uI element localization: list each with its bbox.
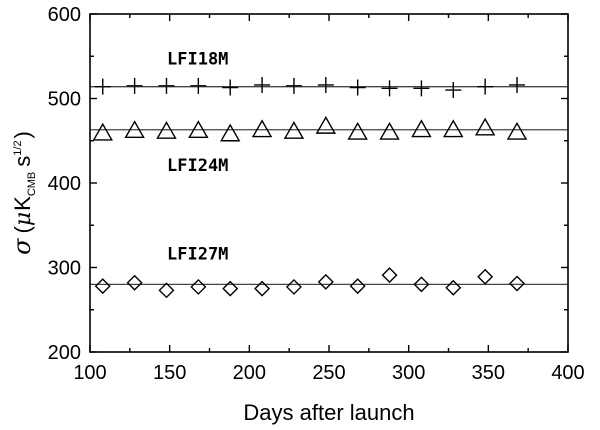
axis-ticks (89, 13, 569, 353)
x-tick-label: 150 (153, 362, 186, 384)
y-axis-title-text: σ (μKCMB s1/2) (8, 131, 38, 255)
point-diamond (254, 280, 271, 297)
point-diamond (445, 279, 462, 296)
plot-frame (89, 13, 569, 353)
y-title-k: K (10, 196, 35, 211)
x-tick-label: 200 (233, 362, 266, 384)
point-diamond (317, 273, 334, 290)
y-axis-title: σ (μKCMB s1/2) (8, 131, 38, 255)
point-plus (190, 77, 207, 94)
point-plus (413, 80, 430, 97)
point-triangle (347, 121, 368, 140)
y-title-sup: 1/2 (12, 140, 24, 155)
point-diamond (413, 276, 430, 293)
fit-lines (90, 86, 568, 286)
point-plus (254, 76, 271, 93)
y-tick-label: 200 (48, 342, 81, 364)
y-title-close: ) (10, 131, 35, 138)
point-diamond (190, 278, 207, 295)
point-plus (285, 77, 302, 94)
point-triangle (220, 123, 241, 142)
point-plus (381, 80, 398, 97)
point-triangle (283, 121, 305, 139)
point-triangle (379, 121, 400, 140)
point-diamond (222, 280, 239, 297)
point-diamond (349, 278, 366, 295)
point-triangle (188, 120, 209, 139)
data-markers (92, 76, 528, 299)
y-title-sigma: σ (8, 238, 36, 255)
series-label-lfi27m: LFI27M (167, 244, 228, 264)
x-tick-label: 250 (312, 362, 345, 384)
x-tick-label: 350 (472, 362, 505, 384)
point-triangle (506, 121, 528, 140)
tick-labels: 100 150 200 250 300 350 400 200 300 400 500 600 (48, 4, 585, 384)
point-triangle (124, 120, 145, 139)
point-plus (317, 76, 334, 93)
point-diamond (94, 278, 111, 295)
point-diamond (285, 278, 302, 295)
y-title-mu: μ (11, 212, 36, 226)
y-tick-label: 400 (48, 173, 81, 195)
y-tick-label: 600 (48, 4, 81, 26)
point-plus (158, 77, 175, 94)
point-triangle (474, 117, 496, 136)
y-title-s: s (10, 156, 35, 167)
x-tick-label: 100 (73, 362, 106, 384)
series-labels: LFI18M LFI24M LFI27M (167, 50, 228, 265)
y-title-sub: CMB (26, 172, 38, 196)
y-tick-label: 500 (48, 89, 81, 111)
point-triangle (411, 119, 432, 138)
point-diamond (381, 267, 398, 284)
point-plus (509, 76, 526, 93)
point-diamond (509, 275, 526, 292)
point-plus (445, 82, 462, 99)
point-plus (349, 79, 366, 96)
point-diamond (126, 274, 143, 291)
series-label-lfi18m: LFI18M (167, 50, 228, 70)
point-plus (222, 79, 239, 96)
x-tick-label: 300 (392, 362, 425, 384)
y-tick-label: 300 (48, 258, 81, 280)
point-diamond (477, 268, 494, 285)
x-axis-title: Days after launch (243, 400, 414, 425)
series-label-lfi24m: LFI24M (167, 156, 228, 176)
point-plus (94, 78, 111, 95)
point-triangle (251, 119, 273, 138)
x-tick-label: 400 (551, 362, 584, 384)
point-plus (126, 77, 143, 94)
point-triangle (92, 122, 113, 141)
point-plus (477, 78, 494, 95)
point-triangle (156, 121, 177, 139)
point-triangle (315, 115, 337, 134)
point-triangle (443, 119, 464, 138)
y-title-open: ( (10, 226, 35, 234)
point-diamond (158, 282, 175, 299)
